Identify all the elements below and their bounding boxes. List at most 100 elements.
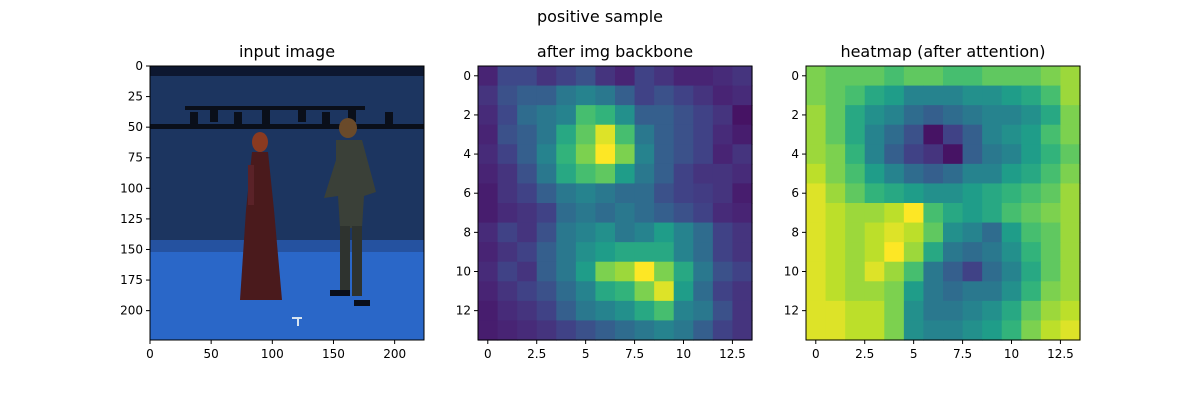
- heatmap-cell: [497, 85, 518, 106]
- heatmap-cell: [478, 183, 499, 204]
- heatmap-cell: [654, 66, 675, 87]
- heatmap-cell: [1021, 300, 1042, 322]
- heatmap-cell: [595, 183, 616, 204]
- heatmap-cell: [825, 242, 846, 263]
- heatmap-cell: [575, 163, 597, 185]
- heatmap-cell: [962, 124, 983, 145]
- heatmap-cell: [982, 183, 1003, 204]
- heatmap-cell: [634, 124, 655, 145]
- heatmap-cell: [634, 183, 655, 204]
- heatmap-cell: [517, 222, 538, 243]
- heatmap-cell: [595, 281, 616, 302]
- heatmap-cell: [923, 222, 944, 243]
- heatmap-cell: [712, 144, 734, 165]
- heatmap-cell: [556, 261, 577, 282]
- heatmap-cell: [1040, 222, 1062, 243]
- x-tick-label: 0: [146, 347, 154, 361]
- heatmap-cell: [615, 144, 636, 165]
- heatmap-cell: [497, 261, 518, 282]
- heatmap-cell: [478, 300, 499, 322]
- heatmap-cell: [478, 242, 499, 263]
- image-rig-bar-upper: [185, 106, 365, 110]
- heatmap-cells: [806, 66, 1081, 341]
- heatmap-cell: [712, 203, 734, 224]
- heatmap-cell: [982, 105, 1003, 126]
- heatmap-cell: [962, 105, 983, 126]
- heatmap-cell: [693, 261, 714, 282]
- heatmap-cell: [654, 85, 675, 106]
- heatmap-cells: [478, 66, 753, 341]
- heatmap-cell: [923, 124, 944, 145]
- heatmap-cell: [575, 281, 597, 302]
- heatmap-cell: [732, 124, 753, 145]
- heatmap-cell: [556, 144, 577, 165]
- heatmap-cell: [943, 281, 964, 302]
- y-tick-label: 8: [463, 225, 471, 239]
- heatmap-cell: [1060, 144, 1081, 165]
- heatmap-cell: [1040, 124, 1062, 145]
- heatmap-cell: [903, 144, 925, 165]
- heatmap-cell: [962, 66, 983, 87]
- y-tick-label: 125: [120, 212, 143, 226]
- heatmap-cell: [478, 320, 499, 341]
- heatmap-cell: [693, 163, 714, 185]
- heatmap-cell: [654, 222, 675, 243]
- heatmap-cell: [864, 66, 885, 87]
- heatmap-cell: [825, 85, 846, 106]
- y-tick-label: 10: [456, 265, 471, 279]
- heatmap-cell: [903, 85, 925, 106]
- heatmap-cell: [962, 300, 983, 322]
- heatmap-cell: [478, 105, 499, 126]
- heatmap-cell: [845, 203, 866, 224]
- heatmap-cell: [517, 203, 538, 224]
- heatmap-cell: [982, 124, 1003, 145]
- heatmap-cell: [575, 124, 597, 145]
- heatmap-cell: [943, 300, 964, 322]
- heatmap-cell: [903, 105, 925, 126]
- heatmap-cell: [673, 261, 694, 282]
- heatmap-cell: [884, 320, 905, 341]
- heatmap-cell: [732, 85, 753, 106]
- heatmap-cell: [732, 320, 753, 341]
- heatmap-cell: [864, 124, 885, 145]
- heatmap-cell: [1060, 242, 1081, 263]
- heatmap-cell: [634, 144, 655, 165]
- heatmap-cell: [864, 320, 885, 341]
- heatmap-cell: [654, 124, 675, 145]
- heatmap-cell: [615, 203, 636, 224]
- heatmap-cell: [693, 85, 714, 106]
- heatmap-cell: [1021, 281, 1042, 302]
- heatmap-cell: [923, 163, 944, 185]
- heatmap-cell: [595, 222, 616, 243]
- heatmap-cell: [693, 281, 714, 302]
- heatmap-cell: [497, 105, 518, 126]
- x-tick-label: 10: [1004, 347, 1019, 361]
- heatmap-cell: [497, 222, 518, 243]
- heatmap-cell: [1040, 183, 1062, 204]
- y-tick-label: 2: [791, 108, 799, 122]
- heatmap-cell: [864, 300, 885, 322]
- heatmap-cell: [575, 222, 597, 243]
- heatmap-cell: [943, 66, 964, 87]
- heatmap-cell: [634, 281, 655, 302]
- heatmap-cell: [575, 261, 597, 282]
- heatmap-cell: [1021, 124, 1042, 145]
- heatmap-cell: [1060, 300, 1081, 322]
- heatmap-cell: [806, 66, 827, 87]
- heatmap-cell: [962, 261, 983, 282]
- heatmap-cell: [884, 203, 905, 224]
- heatmap-cell: [845, 163, 866, 185]
- heatmap-cell: [864, 203, 885, 224]
- x-tick-label: 200: [383, 347, 406, 361]
- panel-title: input image: [239, 42, 335, 61]
- heatmap-cell: [845, 144, 866, 165]
- heatmap-cell: [517, 144, 538, 165]
- heatmap-cell: [478, 163, 499, 185]
- heatmap-cell: [478, 261, 499, 282]
- heatmap-cell: [825, 261, 846, 282]
- heatmap-cell: [693, 144, 714, 165]
- heatmap-cell: [1040, 66, 1062, 87]
- heatmap-cell: [693, 66, 714, 87]
- heatmap-cell: [806, 300, 827, 322]
- heatmap-cell: [517, 300, 538, 322]
